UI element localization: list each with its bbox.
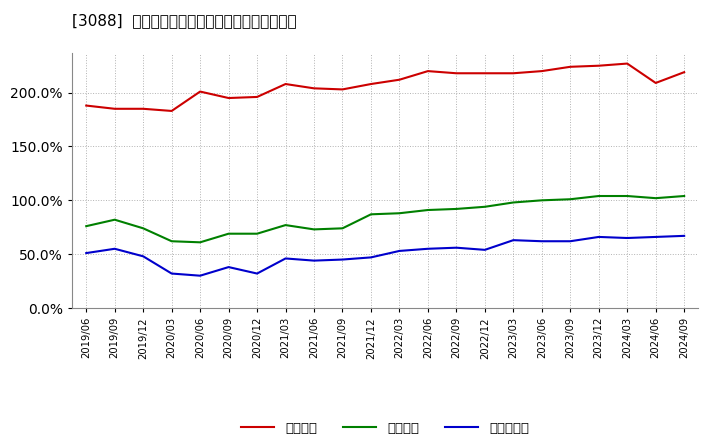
流動比率 <box>509 70 518 76</box>
現預金比率 <box>652 234 660 239</box>
当座比率 <box>338 226 347 231</box>
当座比率 <box>452 206 461 212</box>
当座比率 <box>110 217 119 222</box>
現預金比率 <box>480 247 489 253</box>
現預金比率 <box>452 245 461 250</box>
流動比率 <box>395 77 404 82</box>
流動比率 <box>225 95 233 101</box>
当座比率 <box>595 193 603 198</box>
現預金比率 <box>423 246 432 251</box>
現預金比率 <box>310 258 318 263</box>
流動比率 <box>110 106 119 111</box>
流動比率 <box>623 61 631 66</box>
当座比率 <box>282 223 290 228</box>
流動比率 <box>566 64 575 70</box>
当座比率 <box>366 212 375 217</box>
現預金比率 <box>139 254 148 259</box>
当座比率 <box>196 240 204 245</box>
当座比率 <box>82 224 91 229</box>
Line: 流動比率: 流動比率 <box>86 63 684 111</box>
当座比率 <box>509 200 518 205</box>
当座比率 <box>423 207 432 213</box>
当座比率 <box>139 226 148 231</box>
現預金比率 <box>196 273 204 279</box>
現預金比率 <box>282 256 290 261</box>
流動比率 <box>537 69 546 74</box>
現預金比率 <box>595 234 603 239</box>
流動比率 <box>310 86 318 91</box>
現預金比率 <box>167 271 176 276</box>
流動比率 <box>139 106 148 111</box>
当座比率 <box>167 238 176 244</box>
流動比率 <box>423 69 432 74</box>
現預金比率 <box>82 250 91 256</box>
Text: [3088]  流動比率、当座比率、現預金比率の推移: [3088] 流動比率、当座比率、現預金比率の推移 <box>72 13 297 28</box>
流動比率 <box>167 108 176 114</box>
当座比率 <box>225 231 233 236</box>
現預金比率 <box>509 238 518 243</box>
流動比率 <box>480 70 489 76</box>
流動比率 <box>253 94 261 99</box>
流動比率 <box>595 63 603 68</box>
当座比率 <box>480 204 489 209</box>
当座比率 <box>623 193 631 198</box>
現預金比率 <box>566 238 575 244</box>
流動比率 <box>82 103 91 108</box>
現預金比率 <box>680 233 688 238</box>
現預金比率 <box>110 246 119 251</box>
当座比率 <box>395 211 404 216</box>
当座比率 <box>680 193 688 198</box>
当座比率 <box>253 231 261 236</box>
現預金比率 <box>623 235 631 241</box>
現預金比率 <box>338 257 347 262</box>
流動比率 <box>680 70 688 75</box>
Legend: 流動比率, 当座比率, 現預金比率: 流動比率, 当座比率, 現預金比率 <box>241 422 529 435</box>
当座比率 <box>652 195 660 201</box>
現預金比率 <box>395 248 404 253</box>
流動比率 <box>452 70 461 76</box>
現預金比率 <box>366 255 375 260</box>
当座比率 <box>566 197 575 202</box>
流動比率 <box>338 87 347 92</box>
当座比率 <box>537 198 546 203</box>
現預金比率 <box>225 264 233 270</box>
現預金比率 <box>537 238 546 244</box>
流動比率 <box>366 81 375 87</box>
流動比率 <box>282 81 290 87</box>
流動比率 <box>196 89 204 94</box>
Line: 現預金比率: 現預金比率 <box>86 236 684 276</box>
現預金比率 <box>253 271 261 276</box>
当座比率 <box>310 227 318 232</box>
Line: 当座比率: 当座比率 <box>86 196 684 242</box>
流動比率 <box>652 81 660 86</box>
